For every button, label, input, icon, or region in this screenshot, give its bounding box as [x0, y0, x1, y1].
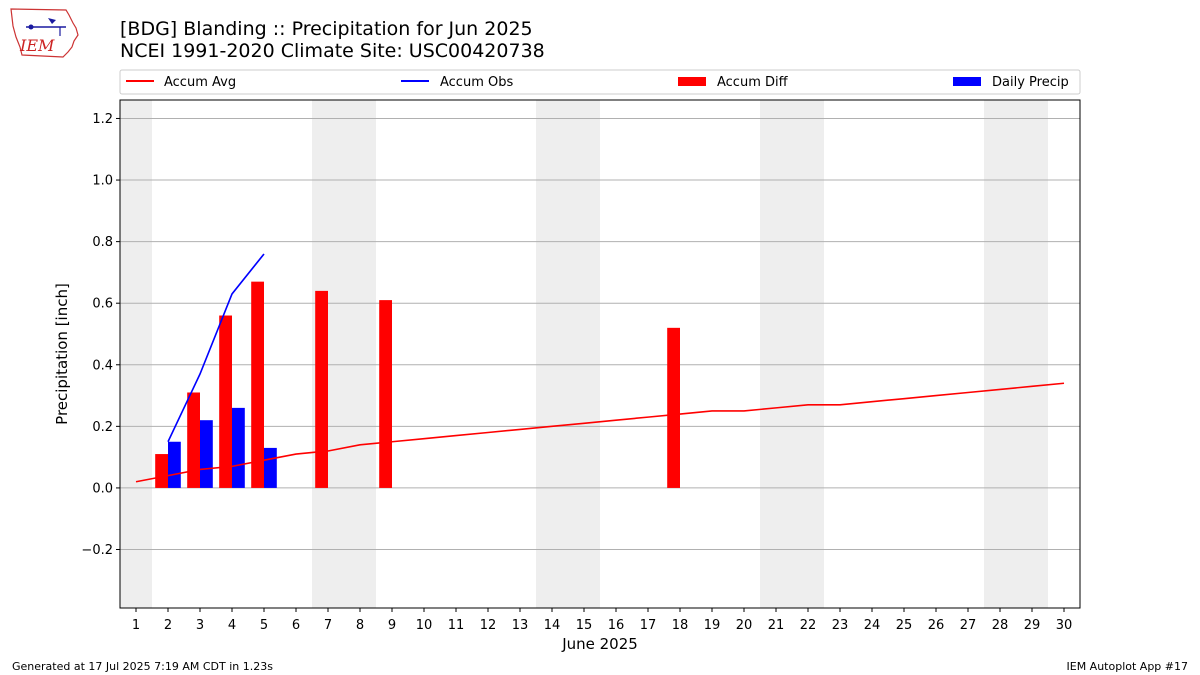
generated-timestamp: Generated at 17 Jul 2025 7:19 AM CDT in …: [12, 660, 273, 673]
y-tick-label: 0.2: [92, 420, 113, 435]
x-tick-label: 4: [228, 618, 236, 633]
weekend-band: [536, 100, 568, 608]
x-tick-label: 14: [544, 618, 561, 633]
accum-avg-line: [135, 382, 1065, 483]
x-tick-label: 5: [260, 618, 268, 633]
daily-precip-bar: [168, 441, 181, 488]
x-tick-label: 25: [896, 618, 913, 633]
line-series: [135, 253, 1065, 483]
accum-diff-bar: [187, 392, 200, 488]
accum-diff-bar: [315, 290, 328, 488]
x-tick-label: 22: [800, 618, 817, 633]
x-tick-label: 13: [512, 618, 529, 633]
app-credit: IEM Autoplot App #17: [1066, 660, 1189, 673]
y-axis-label: Precipitation [inch]: [53, 283, 71, 425]
x-tick-label: 21: [768, 618, 785, 633]
y-tick-label: 1.2: [92, 112, 113, 127]
weekend-band: [984, 100, 1016, 608]
x-tick-label: 1: [132, 618, 140, 633]
legend-box: [119, 69, 1081, 95]
x-tick-label: 2: [164, 618, 172, 633]
x-tick-label: 29: [1024, 618, 1041, 633]
x-tick-label: 19: [704, 618, 721, 633]
x-tick-label: 15: [576, 618, 593, 633]
accum-obs-line: [167, 253, 265, 443]
legend-label: Accum Obs: [440, 75, 513, 90]
x-axis-label: June 2025: [561, 635, 638, 653]
y-tick-label: 0.8: [92, 235, 113, 250]
accum-diff-bar: [667, 327, 680, 488]
y-tick-label: 1.0: [92, 174, 113, 189]
accum-diff-bar: [219, 315, 232, 488]
x-tick-label: 16: [608, 618, 625, 633]
y-tick-label: −0.2: [81, 543, 113, 558]
accum-diff-bar: [155, 454, 168, 488]
x-tick-label: 28: [992, 618, 1009, 633]
weekend-band: [568, 100, 600, 608]
accum-diff-bar: [251, 281, 264, 488]
x-tick-label: 24: [864, 618, 881, 633]
y-tick-label: 0.0: [92, 481, 113, 496]
weekend-band: [120, 100, 152, 608]
legend-swatch-accum-diff: [678, 77, 706, 86]
legend: Accum Avg Accum Obs Accum Diff Daily Precip: [119, 69, 1081, 95]
daily-precip-bar: [200, 420, 213, 488]
x-tick-label: 23: [832, 618, 849, 633]
legend-label: Daily Precip: [992, 75, 1069, 90]
y-tick-label: 0.4: [92, 358, 113, 373]
x-tick-label: 7: [324, 618, 332, 633]
legend-label: Accum Diff: [717, 75, 789, 90]
x-tick-label: 12: [480, 618, 497, 633]
daily-precip-bar: [232, 407, 245, 488]
chart-title: [BDG] Blanding :: Precipitation for Jun …: [120, 18, 533, 40]
weekend-band: [1016, 100, 1048, 608]
bar-marks: [155, 281, 680, 488]
plot-frame: [119, 99, 1081, 609]
x-tick-label: 9: [388, 618, 396, 633]
weekend-band: [792, 100, 824, 608]
x-tick-label: 17: [640, 618, 657, 633]
daily-precip-bar: [264, 447, 277, 488]
y-axis: −0.2 0.0 0.2 0.4 0.6 0.8 1.0 1.2: [81, 112, 120, 558]
x-axis: 1 2 3 4 5 6 7 8 9 10 11 12 13 14 15 16 17 18 19 20 21 22 23 24 2…: [132, 608, 1072, 633]
x-tick-label: 20: [736, 618, 753, 633]
x-tick-label: 10: [416, 618, 433, 633]
weekend-band: [344, 100, 376, 608]
y-tick-label: 0.6: [92, 297, 113, 312]
grid-lines: [120, 117, 1080, 551]
x-tick-label: 6: [292, 618, 300, 633]
x-tick-label: 3: [196, 618, 204, 633]
logo-text: IEM: [19, 36, 55, 55]
legend-label: Accum Avg: [164, 75, 236, 90]
legend-swatch-daily-precip: [953, 77, 981, 86]
weekend-band: [760, 100, 792, 608]
x-tick-label: 26: [928, 618, 945, 633]
x-tick-label: 18: [672, 618, 689, 633]
x-tick-label: 11: [448, 618, 465, 633]
x-tick-label: 27: [960, 618, 977, 633]
chart-subtitle: NCEI 1991-2020 Climate Site: USC00420738: [120, 40, 545, 62]
weekend-shading: [120, 100, 1048, 608]
x-tick-label: 8: [356, 618, 364, 633]
accum-diff-bar: [379, 300, 392, 488]
iem-logo: IEM: [10, 8, 79, 58]
x-tick-label: 30: [1056, 618, 1073, 633]
